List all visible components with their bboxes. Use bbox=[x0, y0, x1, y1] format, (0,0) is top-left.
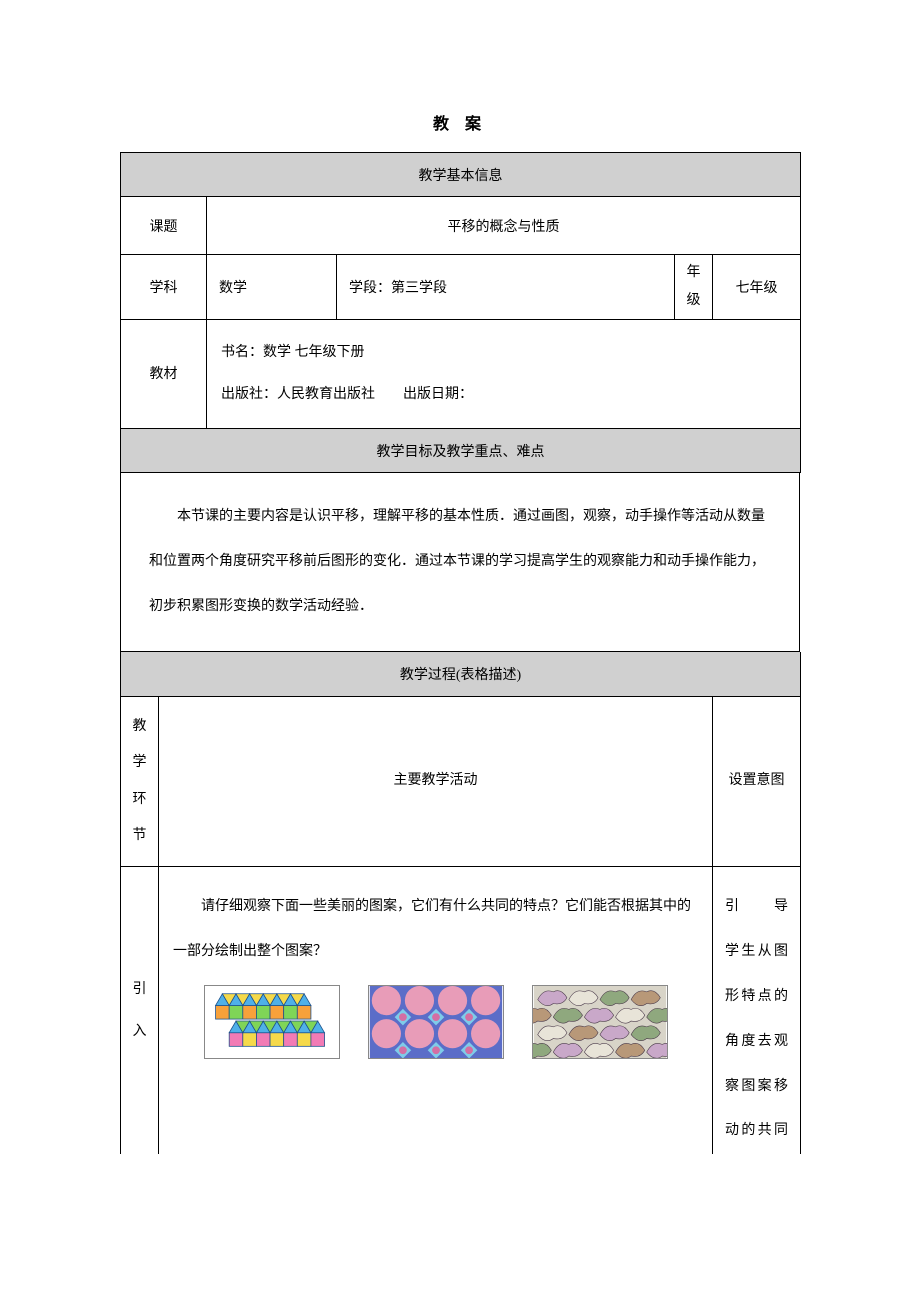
subject-value: 数学 bbox=[207, 255, 337, 320]
intent-line: 形特点的 bbox=[725, 975, 788, 1020]
intent-line: 角度去观 bbox=[725, 1020, 788, 1065]
page-title: 教 案 bbox=[120, 110, 800, 134]
pattern-images bbox=[173, 985, 698, 1059]
activity-intro: 请仔细观察下面一些美丽的图案，它们有什么共同的特点？它们能否根据其中的一部分绘制… bbox=[159, 867, 713, 1154]
subject-label: 学科 bbox=[121, 255, 207, 320]
topic-label: 课题 bbox=[121, 197, 207, 255]
goal-header-cell: 教学目标及教学重点、难点 bbox=[121, 429, 801, 473]
activity-text: 请仔细观察下面一些美丽的图案，它们有什么共同的特点？它们能否根据其中的一部分绘制… bbox=[173, 899, 691, 959]
stage-col-header: 教学环节 bbox=[121, 696, 159, 867]
section-goal-header: 教学目标及教学重点、难点 bbox=[121, 429, 801, 473]
subject-row: 学科 数学 学段：第三学段 年级 七年级 bbox=[121, 255, 801, 320]
stage-value: 学段：第三学段 bbox=[337, 255, 675, 320]
section-basic-header: 教学基本信息 bbox=[121, 153, 801, 197]
grade-value: 七年级 bbox=[713, 255, 801, 320]
pattern-3-escher bbox=[532, 985, 668, 1059]
intent-line: 察图案移 bbox=[725, 1065, 788, 1110]
textbook-value: 书名：数学 七年级下册 出版社：人民教育出版社 出版日期： bbox=[207, 320, 801, 429]
process-table: 教学过程(表格描述) 教学环节 主要教学活动 设置意图 引入 请仔细观察下面一些… bbox=[120, 652, 801, 1154]
intent-intro: 引 导 学生从图 形特点的 角度去观 察图案移 动的共同 bbox=[713, 867, 801, 1154]
activity-col-header: 主要教学活动 bbox=[159, 696, 713, 867]
stage-intro: 引入 bbox=[121, 867, 159, 1154]
intent-line: 学生从图 bbox=[725, 930, 788, 975]
section-process-header: 教学过程(表格描述) bbox=[121, 652, 801, 696]
pattern-2-circles bbox=[368, 985, 504, 1059]
textbook-label: 教材 bbox=[121, 320, 207, 429]
textbook-line1: 书名：数学 七年级下册 bbox=[221, 345, 365, 360]
pattern-1-tessellation bbox=[204, 985, 340, 1059]
topic-row: 课题 平移的概念与性质 bbox=[121, 197, 801, 255]
intent-line: 引 导 bbox=[725, 885, 788, 930]
grade-label: 年级 bbox=[675, 255, 713, 320]
basic-info-header-cell: 教学基本信息 bbox=[121, 153, 801, 197]
textbook-line2: 出版社：人民教育出版社 出版日期： bbox=[221, 387, 473, 402]
topic-value: 平移的概念与性质 bbox=[207, 197, 801, 255]
lesson-plan-table: 教学基本信息 课题 平移的概念与性质 学科 数学 学段：第三学段 年级 七年级 … bbox=[120, 152, 801, 473]
process-row-1: 引入 请仔细观察下面一些美丽的图案，它们有什么共同的特点？它们能否根据其中的一部… bbox=[121, 867, 801, 1154]
process-header-cell: 教学过程(表格描述) bbox=[121, 652, 801, 696]
process-columns-row: 教学环节 主要教学活动 设置意图 bbox=[121, 696, 801, 867]
intent-line: 动的共同 bbox=[725, 1109, 788, 1154]
intent-col-header: 设置意图 bbox=[713, 696, 801, 867]
goal-content: 本节课的主要内容是认识平移，理解平移的基本性质．通过画图，观察，动手操作等活动从… bbox=[120, 473, 800, 652]
textbook-row: 教材 书名：数学 七年级下册 出版社：人民教育出版社 出版日期： bbox=[121, 320, 801, 429]
